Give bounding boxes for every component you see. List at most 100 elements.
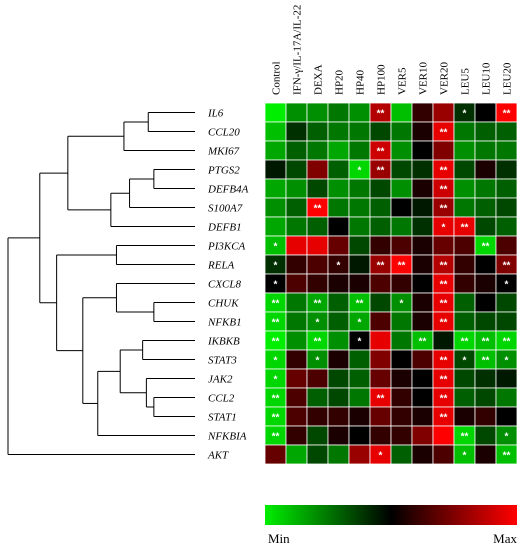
heatmap-cell bbox=[474, 254, 497, 275]
significance-mark: ** bbox=[440, 413, 448, 424]
row-label: JAK2 bbox=[208, 374, 233, 386]
significance-mark: ** bbox=[314, 337, 322, 348]
heatmap-cell bbox=[495, 235, 518, 256]
heatmap-cell bbox=[369, 216, 392, 237]
heatmap-cell bbox=[390, 406, 413, 427]
heatmap-cell bbox=[348, 197, 371, 218]
significance-mark: ** bbox=[377, 147, 385, 158]
heatmap-cell bbox=[327, 216, 350, 237]
heatmap-cell bbox=[411, 254, 434, 275]
heatmap-cell bbox=[495, 140, 518, 161]
heatmap-cell bbox=[453, 121, 476, 142]
heatmap-cell bbox=[306, 216, 329, 237]
heatmap-cell bbox=[369, 197, 392, 218]
heatmap-cell bbox=[390, 159, 413, 180]
heatmap-cell bbox=[474, 292, 497, 313]
heatmap-cell bbox=[264, 159, 287, 180]
heatmap-cell bbox=[369, 178, 392, 199]
heatmap-cell bbox=[327, 330, 350, 351]
heatmap-cell bbox=[474, 444, 497, 465]
column-label: Control bbox=[271, 61, 283, 95]
column-label: LEU10 bbox=[481, 62, 493, 95]
heatmap-cell bbox=[327, 387, 350, 408]
heatmap-cell bbox=[285, 121, 308, 142]
heatmap-cell bbox=[306, 121, 329, 142]
significance-mark: * bbox=[463, 356, 467, 367]
heatmap-cell bbox=[264, 102, 287, 123]
row-label: STAT1 bbox=[208, 412, 237, 424]
significance-mark: ** bbox=[440, 318, 448, 329]
heatmap-cell bbox=[474, 197, 497, 218]
heatmap-cell bbox=[453, 140, 476, 161]
significance-mark: * bbox=[358, 318, 362, 329]
heatmap-cell bbox=[285, 197, 308, 218]
significance-mark: ** bbox=[314, 204, 322, 215]
heatmap-cell bbox=[474, 159, 497, 180]
heatmap-cell bbox=[390, 197, 413, 218]
heatmap-cell bbox=[285, 102, 308, 123]
significance-mark: * bbox=[274, 261, 278, 272]
column-label: LEU5 bbox=[460, 68, 472, 95]
row-label: IL6 bbox=[207, 108, 224, 120]
heatmap-cell bbox=[474, 368, 497, 389]
significance-mark: ** bbox=[440, 204, 448, 215]
heatmap-cell bbox=[495, 159, 518, 180]
heatmap-cell bbox=[285, 235, 308, 256]
row-dendrogram bbox=[7, 112, 195, 455]
heatmap-cell bbox=[285, 368, 308, 389]
heatmap-cell bbox=[495, 311, 518, 332]
heatmap-cell bbox=[369, 406, 392, 427]
significance-mark: ** bbox=[482, 242, 490, 253]
heatmap-cell bbox=[453, 406, 476, 427]
heatmap-cell bbox=[285, 387, 308, 408]
heatmap-cell bbox=[285, 311, 308, 332]
heatmap-cell bbox=[285, 273, 308, 294]
row-label: CHUK bbox=[208, 298, 239, 310]
heatmap-cell bbox=[306, 444, 329, 465]
heatmap-cell bbox=[285, 159, 308, 180]
heatmap-cell bbox=[453, 254, 476, 275]
heatmap-cell bbox=[285, 140, 308, 161]
heatmap-cells bbox=[264, 102, 518, 465]
heatmap-cell bbox=[495, 387, 518, 408]
heatmap-cell bbox=[348, 178, 371, 199]
significance-mark: ** bbox=[440, 128, 448, 139]
heatmap-cell bbox=[411, 387, 434, 408]
heatmap-cell bbox=[390, 349, 413, 370]
heatmap-cell bbox=[285, 444, 308, 465]
heatmap-cell bbox=[306, 273, 329, 294]
heatmap-cell bbox=[453, 178, 476, 199]
row-label: NFKBIA bbox=[207, 431, 247, 443]
heatmap-cell bbox=[411, 121, 434, 142]
heatmap-cell bbox=[390, 425, 413, 446]
heatmap-cell bbox=[453, 159, 476, 180]
heatmap-cell bbox=[306, 102, 329, 123]
heatmap-cell bbox=[390, 273, 413, 294]
significance-mark: ** bbox=[440, 261, 448, 272]
heatmap-cell bbox=[327, 425, 350, 446]
heatmap-cell bbox=[285, 425, 308, 446]
heatmap-cell bbox=[264, 216, 287, 237]
heatmap-cell bbox=[264, 444, 287, 465]
heatmap-cell bbox=[327, 140, 350, 161]
significance-mark: ** bbox=[503, 451, 511, 462]
significance-mark: * bbox=[400, 299, 404, 310]
heatmap-cell bbox=[474, 178, 497, 199]
significance-mark: ** bbox=[461, 432, 469, 443]
significance-mark: * bbox=[505, 356, 509, 367]
column-label: IFN-γ/IL-17A/IL-22 bbox=[292, 5, 304, 95]
heatmap-cell bbox=[327, 235, 350, 256]
heatmap-cell bbox=[390, 368, 413, 389]
row-label: IKBKB bbox=[207, 336, 240, 348]
column-label: VER5 bbox=[397, 67, 409, 95]
heatmap-cell bbox=[306, 235, 329, 256]
significance-markers: ** * ******* ** ****** *** *** *** * ** ** ** *** ** *… bbox=[272, 109, 511, 462]
heatmap-cell bbox=[285, 292, 308, 313]
heatmap-cell bbox=[453, 292, 476, 313]
heatmap-cell bbox=[348, 121, 371, 142]
heatmap-cell bbox=[495, 216, 518, 237]
heatmap-cell bbox=[327, 178, 350, 199]
heatmap-cell bbox=[411, 425, 434, 446]
heatmap-cell bbox=[453, 235, 476, 256]
heatmap-cell bbox=[432, 140, 455, 161]
